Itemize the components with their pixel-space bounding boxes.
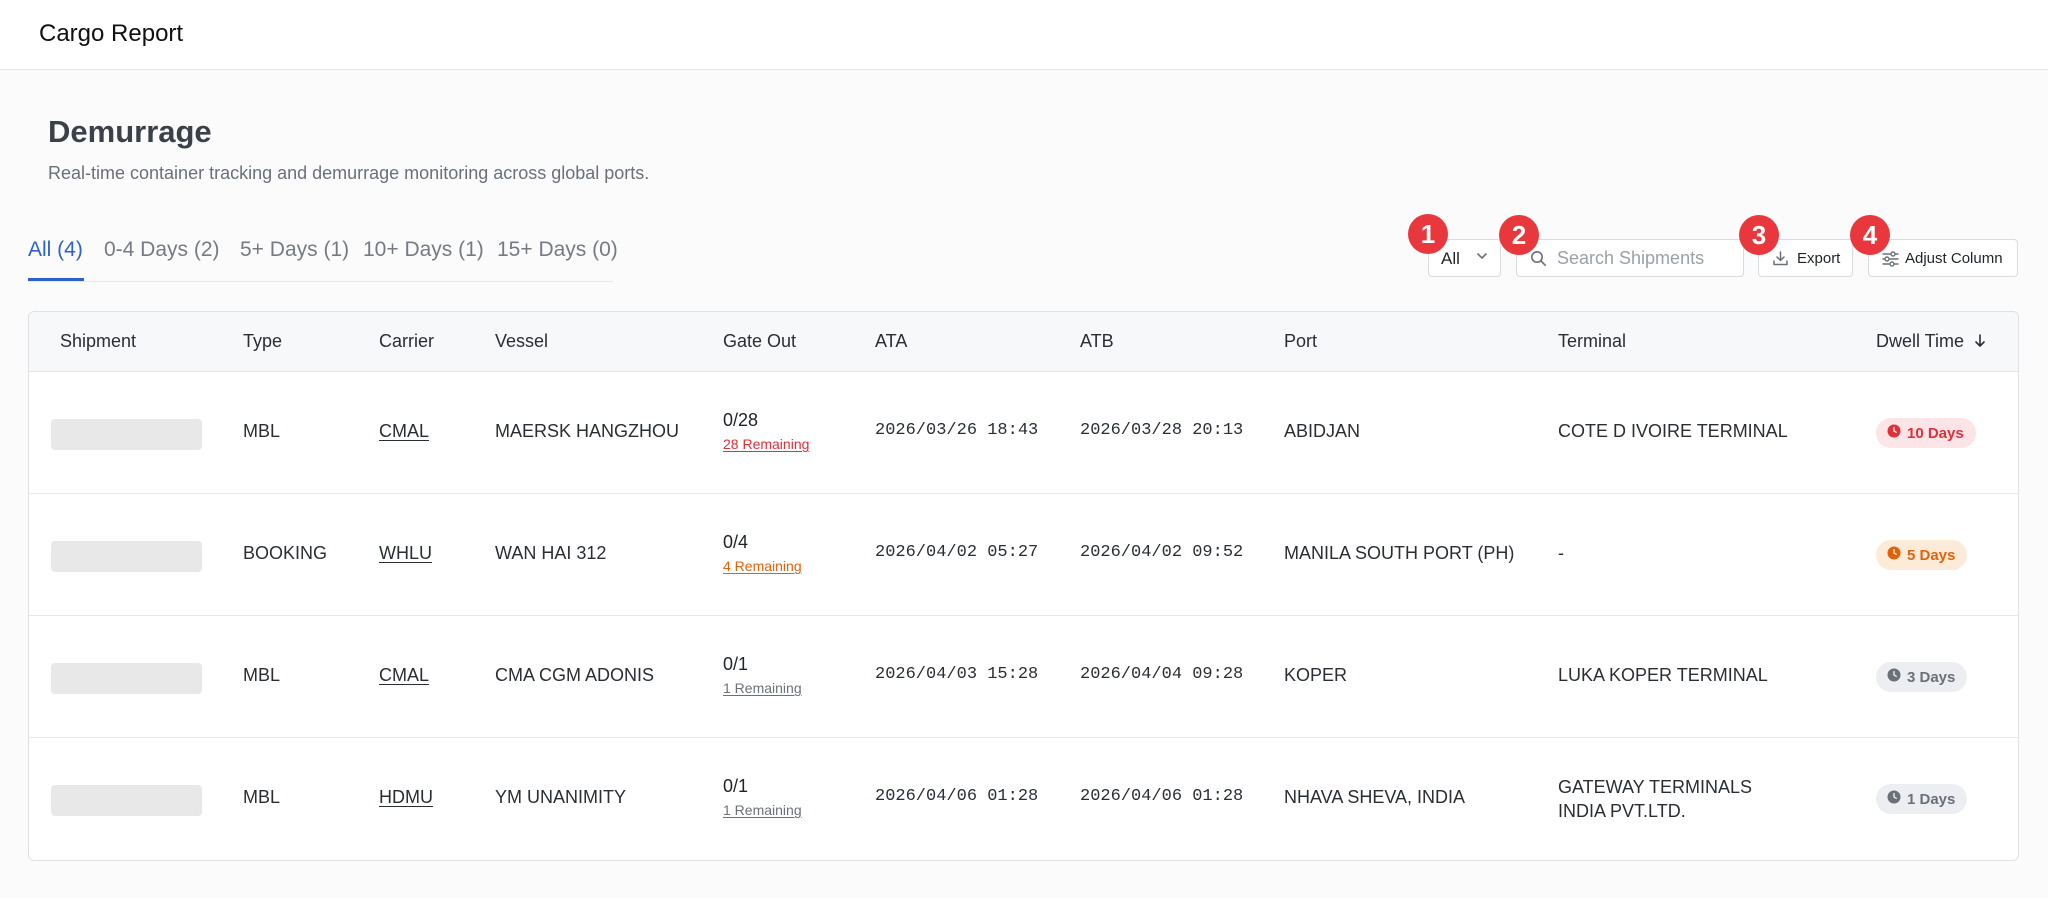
filter-select-value: All: [1441, 249, 1460, 268]
gate-out-count: 0/1: [723, 654, 749, 674]
page-title: Demurrage: [48, 114, 212, 149]
clock-icon: [1887, 790, 1901, 808]
gate-out-count: 0/1: [723, 776, 749, 796]
tab-15-plus-days[interactable]: 15+ Days (0): [497, 238, 618, 261]
remaining-link[interactable]: 1 Remaining: [723, 680, 802, 696]
export-button-label: Export: [1797, 250, 1841, 267]
shipments-table: Shipment Type Carrier Vessel Gate Out AT…: [28, 311, 2019, 861]
dwell-badge: 10 Days: [1876, 418, 1976, 448]
search-input[interactable]: [1557, 246, 1737, 270]
header-dwell-time[interactable]: Dwell Time: [1876, 331, 1986, 353]
adjust-column-label: Adjust Column: [1905, 250, 2003, 267]
header-shipment[interactable]: Shipment: [60, 331, 137, 351]
clock-icon: [1887, 424, 1901, 442]
header-gate-out[interactable]: Gate Out: [723, 331, 797, 351]
carrier-link[interactable]: CMAL: [379, 665, 430, 685]
download-icon: [1772, 250, 1789, 272]
dwell-badge: 5 Days: [1876, 540, 1968, 570]
gate-out-count: 0/4: [723, 532, 749, 552]
marker-4: 4: [1850, 215, 1890, 255]
marker-1: 1: [1408, 214, 1448, 254]
cell-type: MBL: [243, 421, 281, 441]
clock-icon: [1887, 668, 1901, 686]
tab-10-plus-days[interactable]: 10+ Days (1): [363, 238, 484, 261]
header-terminal[interactable]: Terminal: [1558, 331, 1627, 351]
carrier-link[interactable]: WHLU: [379, 543, 432, 563]
cell-type: MBL: [243, 787, 281, 807]
table-row[interactable]: MBL CMAL CMA CGM ADONIS 0/1 1 Remaining …: [29, 616, 2018, 738]
dwell-badge: 3 Days: [1876, 662, 1968, 692]
carrier-link[interactable]: CMAL: [379, 421, 430, 441]
remaining-link[interactable]: 1 Remaining: [723, 802, 802, 818]
marker-2: 2: [1499, 215, 1539, 255]
header-port[interactable]: Port: [1284, 331, 1318, 351]
tab-0-4-days[interactable]: 0-4 Days (2): [104, 238, 220, 261]
dwell-badge-label: 5 Days: [1907, 546, 1956, 564]
cell-vessel: YM UNANIMITY: [495, 787, 627, 807]
tab-5-plus-days[interactable]: 5+ Days (1): [240, 238, 350, 261]
dwell-badge: 1 Days: [1876, 784, 1968, 814]
cell-terminal: GATEWAY TERMINALS INDIA PVT.LTD.: [1558, 777, 1753, 821]
cell-terminal: COTE D IVOIRE TERMINAL: [1558, 421, 1788, 441]
shipment-placeholder: [51, 541, 202, 572]
carrier-link[interactable]: HDMU: [379, 787, 433, 807]
table-row[interactable]: MBL CMAL MAERSK HANGZHOU 0/28 28 Remaini…: [29, 372, 2018, 494]
search-icon: [1530, 250, 1547, 272]
header-ata[interactable]: ATA: [875, 331, 908, 351]
header-carrier[interactable]: Carrier: [379, 331, 435, 351]
filter-select[interactable]: All: [1428, 239, 1501, 277]
header-type[interactable]: Type: [243, 331, 283, 351]
app-title: Cargo Report: [39, 20, 184, 47]
remaining-link[interactable]: 28 Remaining: [723, 436, 810, 452]
marker-3: 3: [1739, 215, 1779, 255]
gate-out-count: 0/28: [723, 410, 759, 430]
cell-type: MBL: [243, 665, 281, 685]
header-atb[interactable]: ATB: [1080, 331, 1114, 351]
chevron-down-icon: [1475, 249, 1489, 268]
search-box: [1516, 239, 1744, 277]
shipment-placeholder: [51, 785, 202, 816]
dwell-badge-label: 3 Days: [1907, 668, 1956, 686]
header-vessel[interactable]: Vessel: [495, 331, 549, 351]
table-row[interactable]: BOOKING WHLU WAN HAI 312 0/4 4 Remaining…: [29, 494, 2018, 616]
cell-vessel: MAERSK HANGZHOU: [495, 421, 680, 441]
cell-port: MANILA SOUTH PORT (PH): [1284, 543, 1515, 563]
cell-terminal: LUKA KOPER TERMINAL: [1558, 665, 1768, 685]
cell-vessel: WAN HAI 312: [495, 543, 607, 563]
page-subtitle: Real-time container tracking and demurra…: [48, 163, 650, 183]
table-row[interactable]: MBL HDMU YM UNANIMITY 0/1 1 Remaining 20…: [29, 738, 2018, 860]
top-bar: Cargo Report: [0, 0, 2048, 70]
table-header: Shipment Type Carrier Vessel Gate Out AT…: [29, 312, 2018, 372]
tab-bar: All (4) 0-4 Days (2) 5+ Days (1) 10+ Day…: [28, 236, 618, 282]
cell-vessel: CMA CGM ADONIS: [495, 665, 655, 685]
sliders-icon: [1882, 251, 1899, 272]
remaining-link[interactable]: 4 Remaining: [723, 558, 802, 574]
dwell-badge-label: 10 Days: [1907, 424, 1964, 442]
arrow-down-icon: [1974, 332, 1986, 353]
cell-atb: 2026/04/04 09:28: [1080, 665, 1244, 684]
cell-terminal: -: [1558, 543, 1564, 563]
adjust-column-button[interactable]: Adjust Column: [1868, 239, 2018, 277]
cell-type: BOOKING: [243, 543, 328, 563]
shipment-placeholder: [51, 419, 202, 450]
cell-ata: 2026/04/02 05:27: [875, 543, 1039, 562]
cell-atb: 2026/04/02 09:52: [1080, 543, 1244, 562]
cell-port: NHAVA SHEVA, INDIA: [1284, 787, 1466, 807]
header-dwell-time-label: Dwell Time: [1876, 331, 1965, 351]
cell-port: ABIDJAN: [1284, 421, 1361, 441]
cell-atb: 2026/04/06 01:28: [1080, 787, 1244, 806]
active-tab-indicator: [28, 278, 84, 281]
tab-all[interactable]: All (4): [28, 238, 83, 261]
cell-ata: 2026/04/06 01:28: [875, 787, 1039, 806]
clock-icon: [1887, 546, 1901, 564]
cell-ata: 2026/03/26 18:43: [875, 421, 1039, 440]
cell-atb: 2026/03/28 20:13: [1080, 421, 1244, 440]
cell-port: KOPER: [1284, 665, 1348, 685]
shipment-placeholder: [51, 663, 202, 694]
cell-ata: 2026/04/03 15:28: [875, 665, 1039, 684]
dwell-badge-label: 1 Days: [1907, 790, 1956, 808]
